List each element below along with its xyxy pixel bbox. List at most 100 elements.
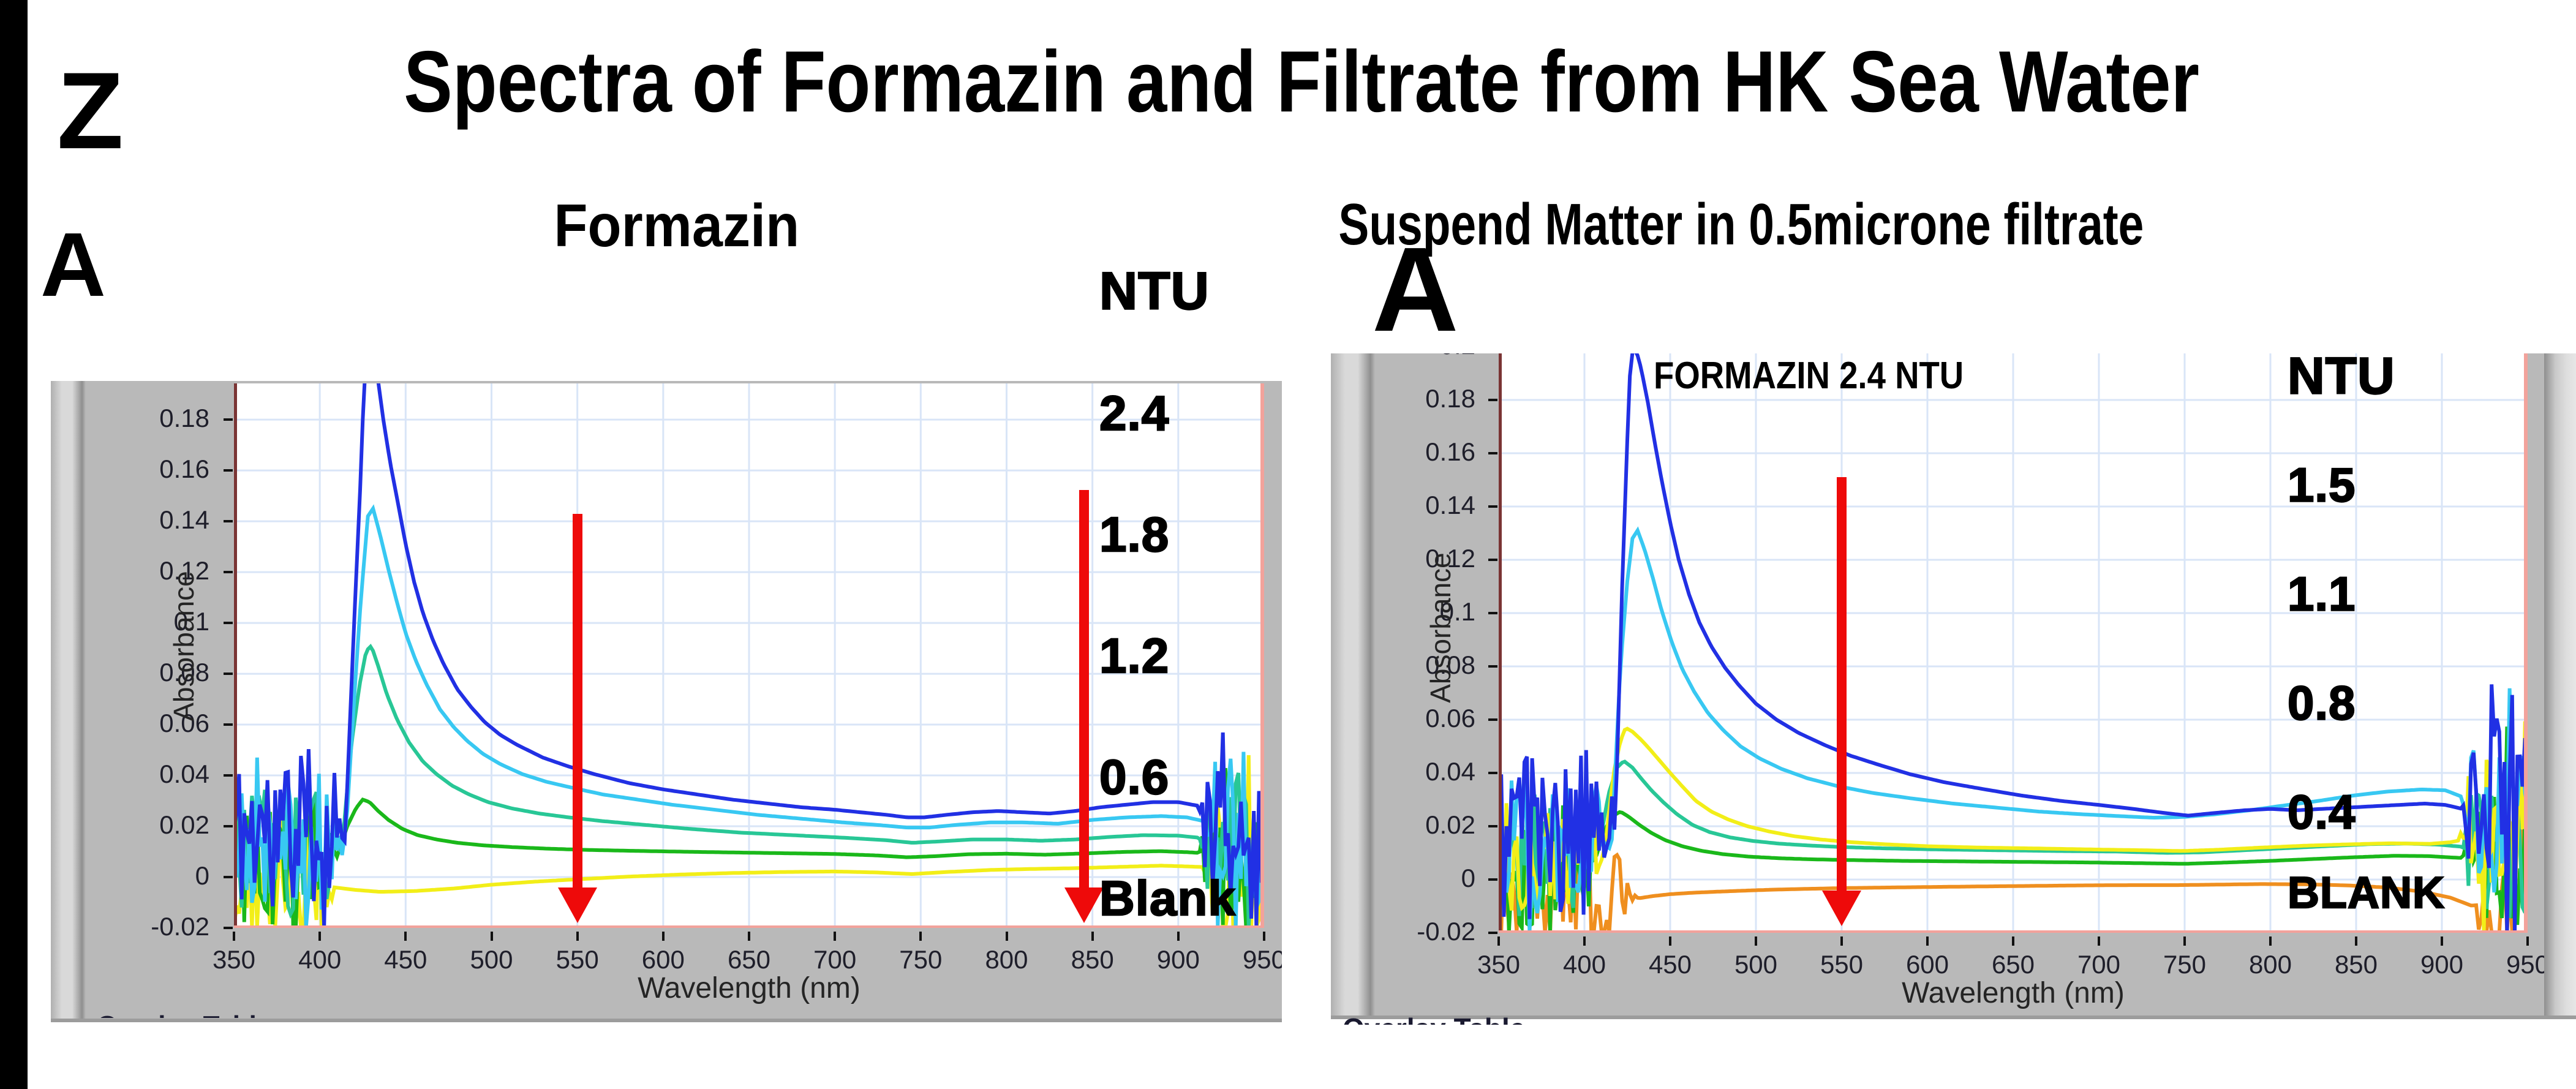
y-axis-title: Absorbance — [1425, 552, 1456, 703]
x-tick-label: 800 — [985, 945, 1028, 974]
x-tick-label: 950 — [2506, 950, 2550, 979]
left-black-bar — [0, 0, 28, 1089]
x-tick-label: 350 — [1477, 950, 1521, 979]
y-tick-label: 0.12 — [1425, 543, 1475, 573]
x-tick-mark — [2012, 936, 2014, 946]
series-0-6 — [234, 767, 1264, 928]
y-tick-label: 0.02 — [159, 810, 209, 840]
x-tick-mark — [404, 932, 407, 941]
y-tick-mark — [224, 825, 233, 828]
x-tick-label: 900 — [1156, 945, 1200, 974]
filtrate-plot-area — [1499, 353, 2528, 933]
panel-letter-a-left: A — [40, 214, 106, 315]
x-tick-label: 450 — [1648, 950, 1692, 979]
legend-title-ntu: NTU — [1099, 261, 1210, 321]
x-tick-mark — [919, 932, 922, 941]
left-chart-title-row: Formazin — [248, 191, 1105, 260]
x-tick-label: 500 — [1734, 950, 1778, 979]
clipped-bottom-text-right: Overlay Table — [1343, 1012, 1606, 1025]
series-blank — [1499, 829, 2528, 933]
red-arrow-550nm — [557, 514, 597, 923]
series-2-4 — [234, 383, 1264, 928]
x-tick-label: 350 — [212, 945, 256, 974]
x-tick-label: 600 — [1905, 950, 1949, 979]
x-axis-title: Wavelength (nm) — [1902, 977, 2125, 1009]
y-tick-mark — [1488, 932, 1497, 934]
legend-value-1-1: 1.1 — [2287, 566, 2356, 621]
x-tick-label: 500 — [470, 945, 513, 974]
legend-value-0-8: 0.8 — [2287, 675, 2356, 730]
legend-value-0-6: 0.6 — [1099, 749, 1170, 805]
x-tick-mark — [1926, 936, 1929, 946]
x-tick-mark — [1583, 936, 1586, 946]
y-axis-title: Absorbance — [168, 571, 200, 722]
y-tick-label: 0.06 — [1425, 703, 1475, 733]
x-tick-mark — [1755, 936, 1757, 946]
y-tick-mark — [1488, 505, 1497, 508]
x-tick-mark — [748, 932, 750, 941]
formazin-chart-panel: 0.18 0.16 0.14 0.12 0.1 0.08 0.06 0.04 0.02 0 -0.0… — [51, 381, 1282, 1022]
down-arrow-icon — [557, 514, 597, 923]
series-1-1 — [1499, 721, 2528, 933]
legend-value-blank: Blank — [1099, 870, 1236, 926]
y-tick-label: 0.12 — [159, 556, 209, 586]
y-tick-label: 0.08 — [159, 658, 209, 687]
x-tick-mark — [576, 932, 579, 941]
x-tick-mark — [661, 932, 665, 941]
x-tick-label: 800 — [2248, 950, 2292, 979]
x-tick-mark — [1263, 932, 1265, 941]
x-tick-mark — [834, 932, 837, 941]
y-tick-label: 0.18 — [1425, 383, 1475, 413]
plot-border-right — [2524, 353, 2528, 933]
x-tick-mark — [2441, 936, 2443, 946]
x-tick-mark — [1091, 932, 1094, 941]
x-tick-mark — [490, 932, 493, 941]
y-tick-label: 0 — [195, 861, 209, 890]
x-tick-label: 650 — [1991, 950, 2035, 979]
y-tick-label: 0.1 — [1439, 597, 1475, 626]
x-tick-label: 550 — [1820, 950, 1864, 979]
formazin-plot-area — [234, 383, 1264, 928]
legend-value-2-4: 2.4 — [1099, 385, 1170, 441]
x-tick-label: 400 — [298, 945, 342, 974]
x-tick-label: 700 — [2077, 950, 2121, 979]
x-tick-mark — [1840, 936, 1843, 946]
y-tick-mark — [224, 723, 233, 726]
x-tick-label: 900 — [2420, 950, 2464, 979]
gridlines — [234, 383, 1264, 928]
panel-left-edge-strip — [51, 381, 88, 1019]
y-tick-mark — [224, 571, 233, 574]
panel-left-edge-strip — [1331, 353, 1377, 1016]
y-tick-label: 0.16 — [1425, 437, 1475, 466]
filtrate-chart-panel: 0.2 0.18 0.16 0.14 0.12 0.1 0.08 0.06 0.04 0.02 0 -… — [1331, 353, 2576, 1019]
series-blank — [234, 752, 1264, 928]
x-tick-mark — [2269, 936, 2272, 946]
panel-right-edge-strip — [2544, 353, 2576, 1016]
x-tick-label: 600 — [641, 945, 685, 974]
x-tick-label: 450 — [384, 945, 427, 974]
plot-border-right — [1260, 383, 1264, 928]
main-title: Spectra of Formazin and Filtrate from HK… — [404, 33, 2200, 130]
main-title-row: Spectra of Formazin and Filtrate from HK… — [28, 32, 2576, 132]
y-tick-label: 0.1 — [173, 607, 209, 636]
y-tick-label: -0.02 — [151, 912, 209, 941]
y-tick-label: 0.04 — [159, 759, 209, 789]
y-tick-mark — [1488, 665, 1497, 668]
y-tick-label: -0.02 — [1417, 917, 1475, 946]
x-tick-mark — [1177, 932, 1180, 941]
y-tick-mark — [224, 418, 233, 421]
x-tick-mark — [1497, 936, 1500, 946]
y-tick-mark — [1488, 718, 1497, 721]
x-tick-mark — [2098, 936, 2100, 946]
gridlines — [1499, 353, 2528, 933]
x-tick-label: 550 — [555, 945, 599, 974]
plot-border-bottom — [234, 925, 1264, 928]
down-arrow-icon — [1064, 490, 1104, 923]
legend-value-1-2: 1.2 — [1099, 628, 1170, 684]
y-tick-mark — [1488, 878, 1497, 881]
left-chart-title: Formazin — [554, 192, 800, 259]
clipped-bottom-label: Overlay Table — [97, 1011, 271, 1018]
y-tick-mark — [224, 927, 233, 929]
y-tick-label: 0.04 — [1425, 756, 1475, 786]
y-tick-label: 0.18 — [159, 404, 209, 433]
